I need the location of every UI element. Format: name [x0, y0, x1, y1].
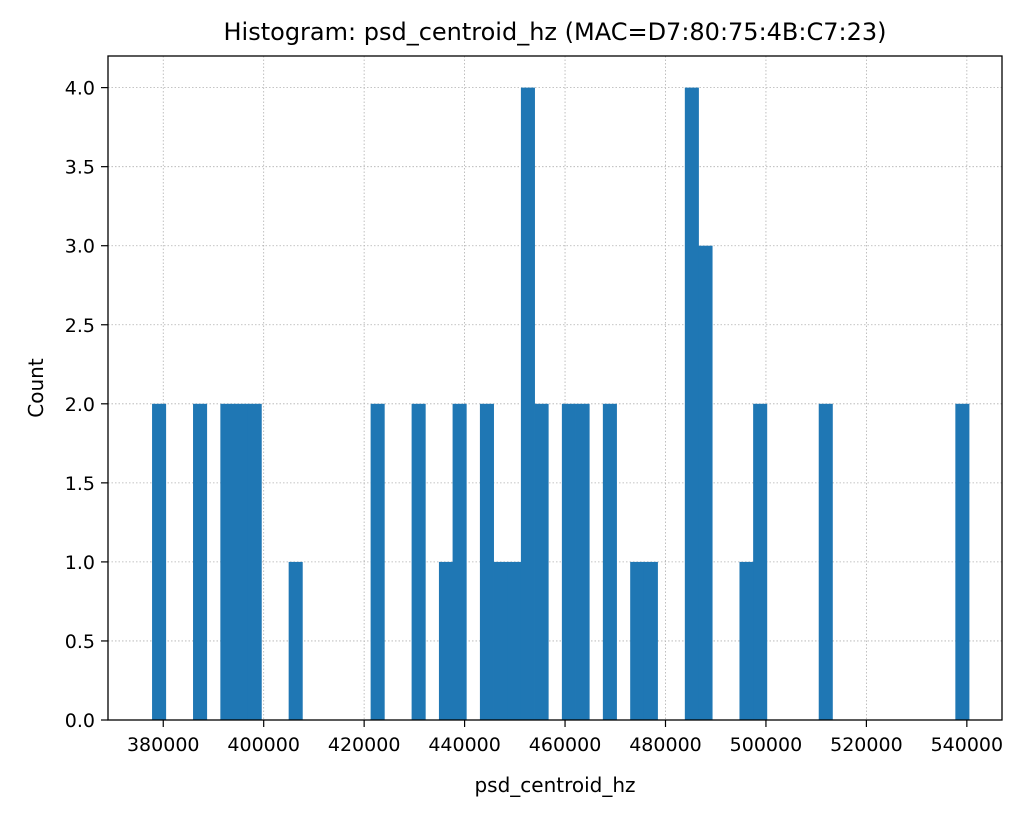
histogram-bar	[739, 561, 754, 720]
y-tick-label: 1.5	[65, 473, 95, 495]
y-tick-label: 2.0	[65, 394, 95, 416]
y-tick-label: 4.0	[65, 78, 95, 100]
histogram-bar	[575, 403, 590, 720]
histogram-bar	[152, 403, 167, 720]
histogram-bar	[602, 403, 617, 720]
histogram-bar	[247, 403, 262, 720]
x-tick-label: 480000	[629, 734, 702, 756]
histogram-bar	[630, 561, 645, 720]
histogram-bars	[152, 87, 970, 721]
plot-frame	[107, 55, 1003, 721]
x-tick-label: 440000	[428, 734, 501, 756]
x-tick-label: 460000	[529, 734, 602, 756]
x-axis-label: psd_centroid_hz	[474, 773, 635, 797]
histogram-bar	[220, 403, 235, 720]
chart-title: Histogram: psd_centroid_hz (MAC=D7:80:75…	[224, 18, 887, 46]
x-tick-label: 380000	[127, 734, 200, 756]
y-axis-ticks: 0.0 0.5 1.0 1.5 2.0 2.5 3.0 3.5 4.0	[65, 78, 108, 732]
histogram-bar	[411, 403, 426, 720]
histogram-bar	[507, 561, 522, 720]
y-tick-label: 3.5	[65, 157, 95, 179]
histogram-bar	[561, 403, 576, 720]
histogram-bar	[818, 403, 833, 720]
histogram-bar	[193, 403, 208, 720]
x-tick-label: 420000	[328, 734, 401, 756]
histogram-bar	[479, 403, 494, 720]
histogram-bar	[643, 561, 658, 720]
y-axis-label: Count	[24, 358, 48, 418]
x-tick-label: 500000	[730, 734, 803, 756]
y-tick-label: 1.0	[65, 552, 95, 574]
histogram-bar	[452, 403, 467, 720]
histogram-bar	[288, 561, 303, 720]
x-axis-ticks: 380000 400000 420000 440000 460000 480000 5000…	[127, 720, 1003, 756]
histogram-bar	[698, 245, 713, 720]
histogram-bar	[534, 403, 549, 720]
x-tick-label: 540000	[931, 734, 1004, 756]
histogram-bar	[493, 561, 508, 720]
histogram-bar	[684, 87, 699, 721]
histogram-bar	[753, 403, 768, 720]
y-tick-label: 0.5	[65, 631, 95, 653]
histogram-bar	[370, 403, 385, 720]
histogram-bar	[438, 561, 453, 720]
histogram-bar	[234, 403, 249, 720]
x-tick-label: 400000	[227, 734, 300, 756]
histogram-bar	[520, 87, 535, 721]
x-tick-label: 520000	[830, 734, 903, 756]
y-tick-label: 3.0	[65, 236, 95, 258]
y-tick-label: 0.0	[65, 710, 95, 732]
y-tick-label: 2.5	[65, 315, 95, 337]
histogram-bar	[955, 403, 970, 720]
